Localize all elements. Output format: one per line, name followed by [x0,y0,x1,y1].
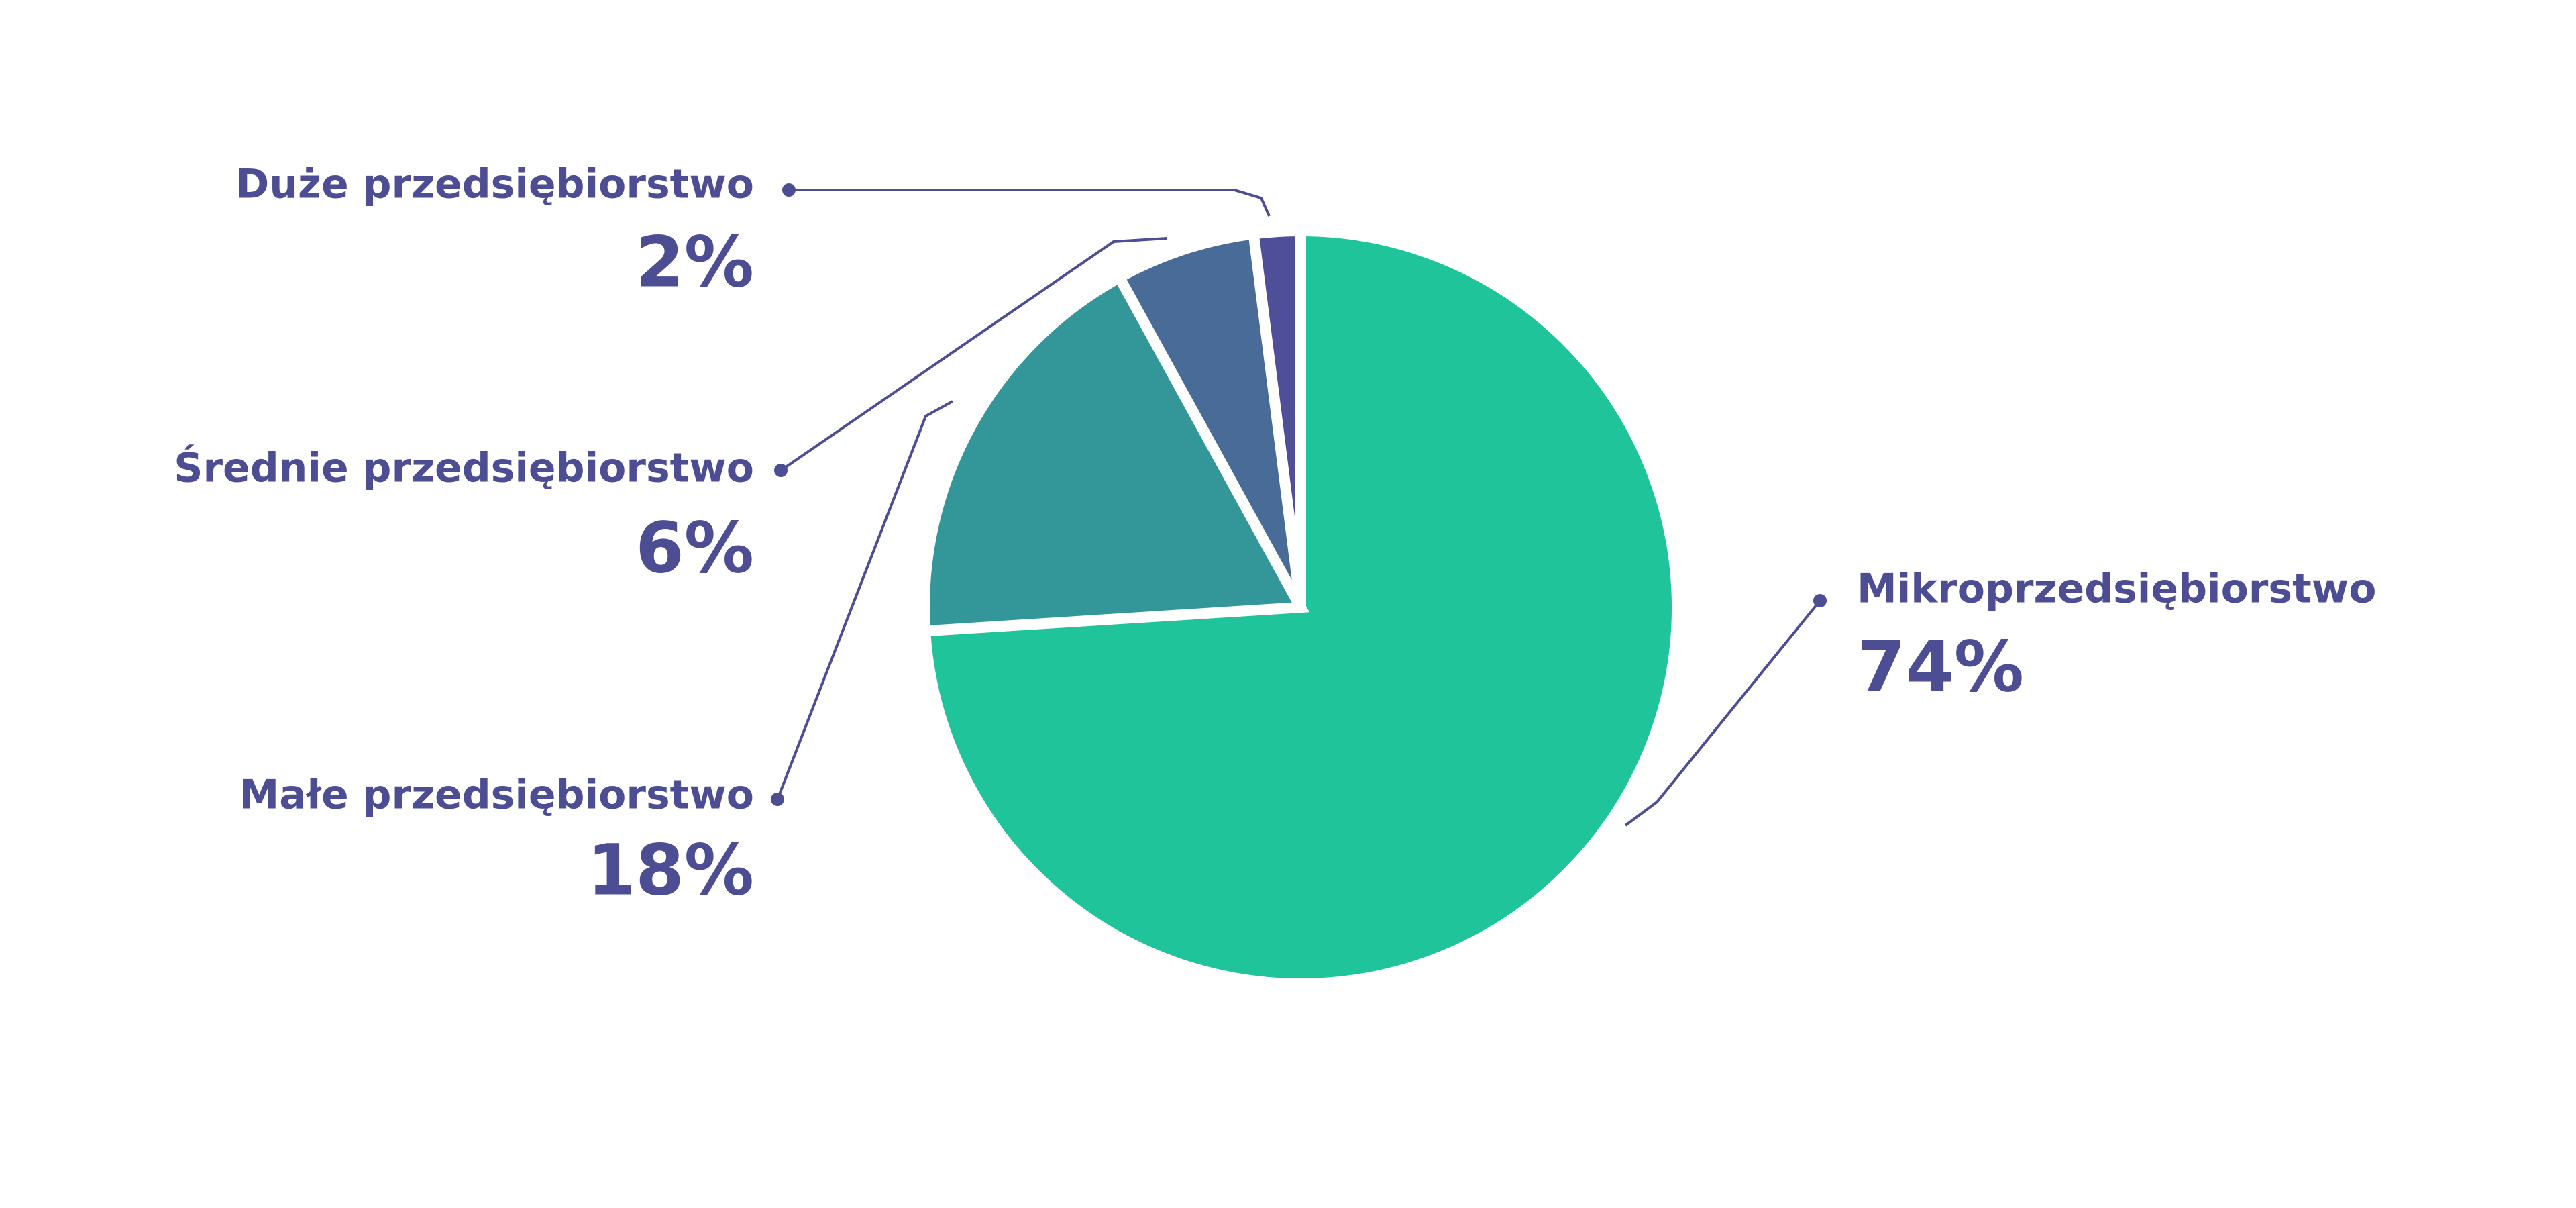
leader-line [780,237,1168,472]
pie-slice [1247,225,1306,609]
category-label: Duże przedsiębiorstwo [236,161,754,208]
value-label: 2% [635,221,754,303]
leader-line [776,400,953,800]
leader-dot [771,793,784,806]
leader-dot [782,183,796,197]
leader-dot [774,464,788,477]
leader-line [1624,599,1821,827]
value-label: 18% [587,829,754,911]
leader-dot [1813,594,1827,607]
pie-slice [1112,228,1306,610]
category-label: Średnie przedsiębiorstwo [174,444,754,492]
pie-slice [919,270,1310,637]
category-label: Małe przedsiębiorstwo [239,772,755,819]
category-label: Mikroprzedsiębiorstwo [1857,566,2376,613]
value-label: 6% [635,507,754,589]
leader-line [789,189,1271,217]
value-label: 74% [1857,625,2024,707]
